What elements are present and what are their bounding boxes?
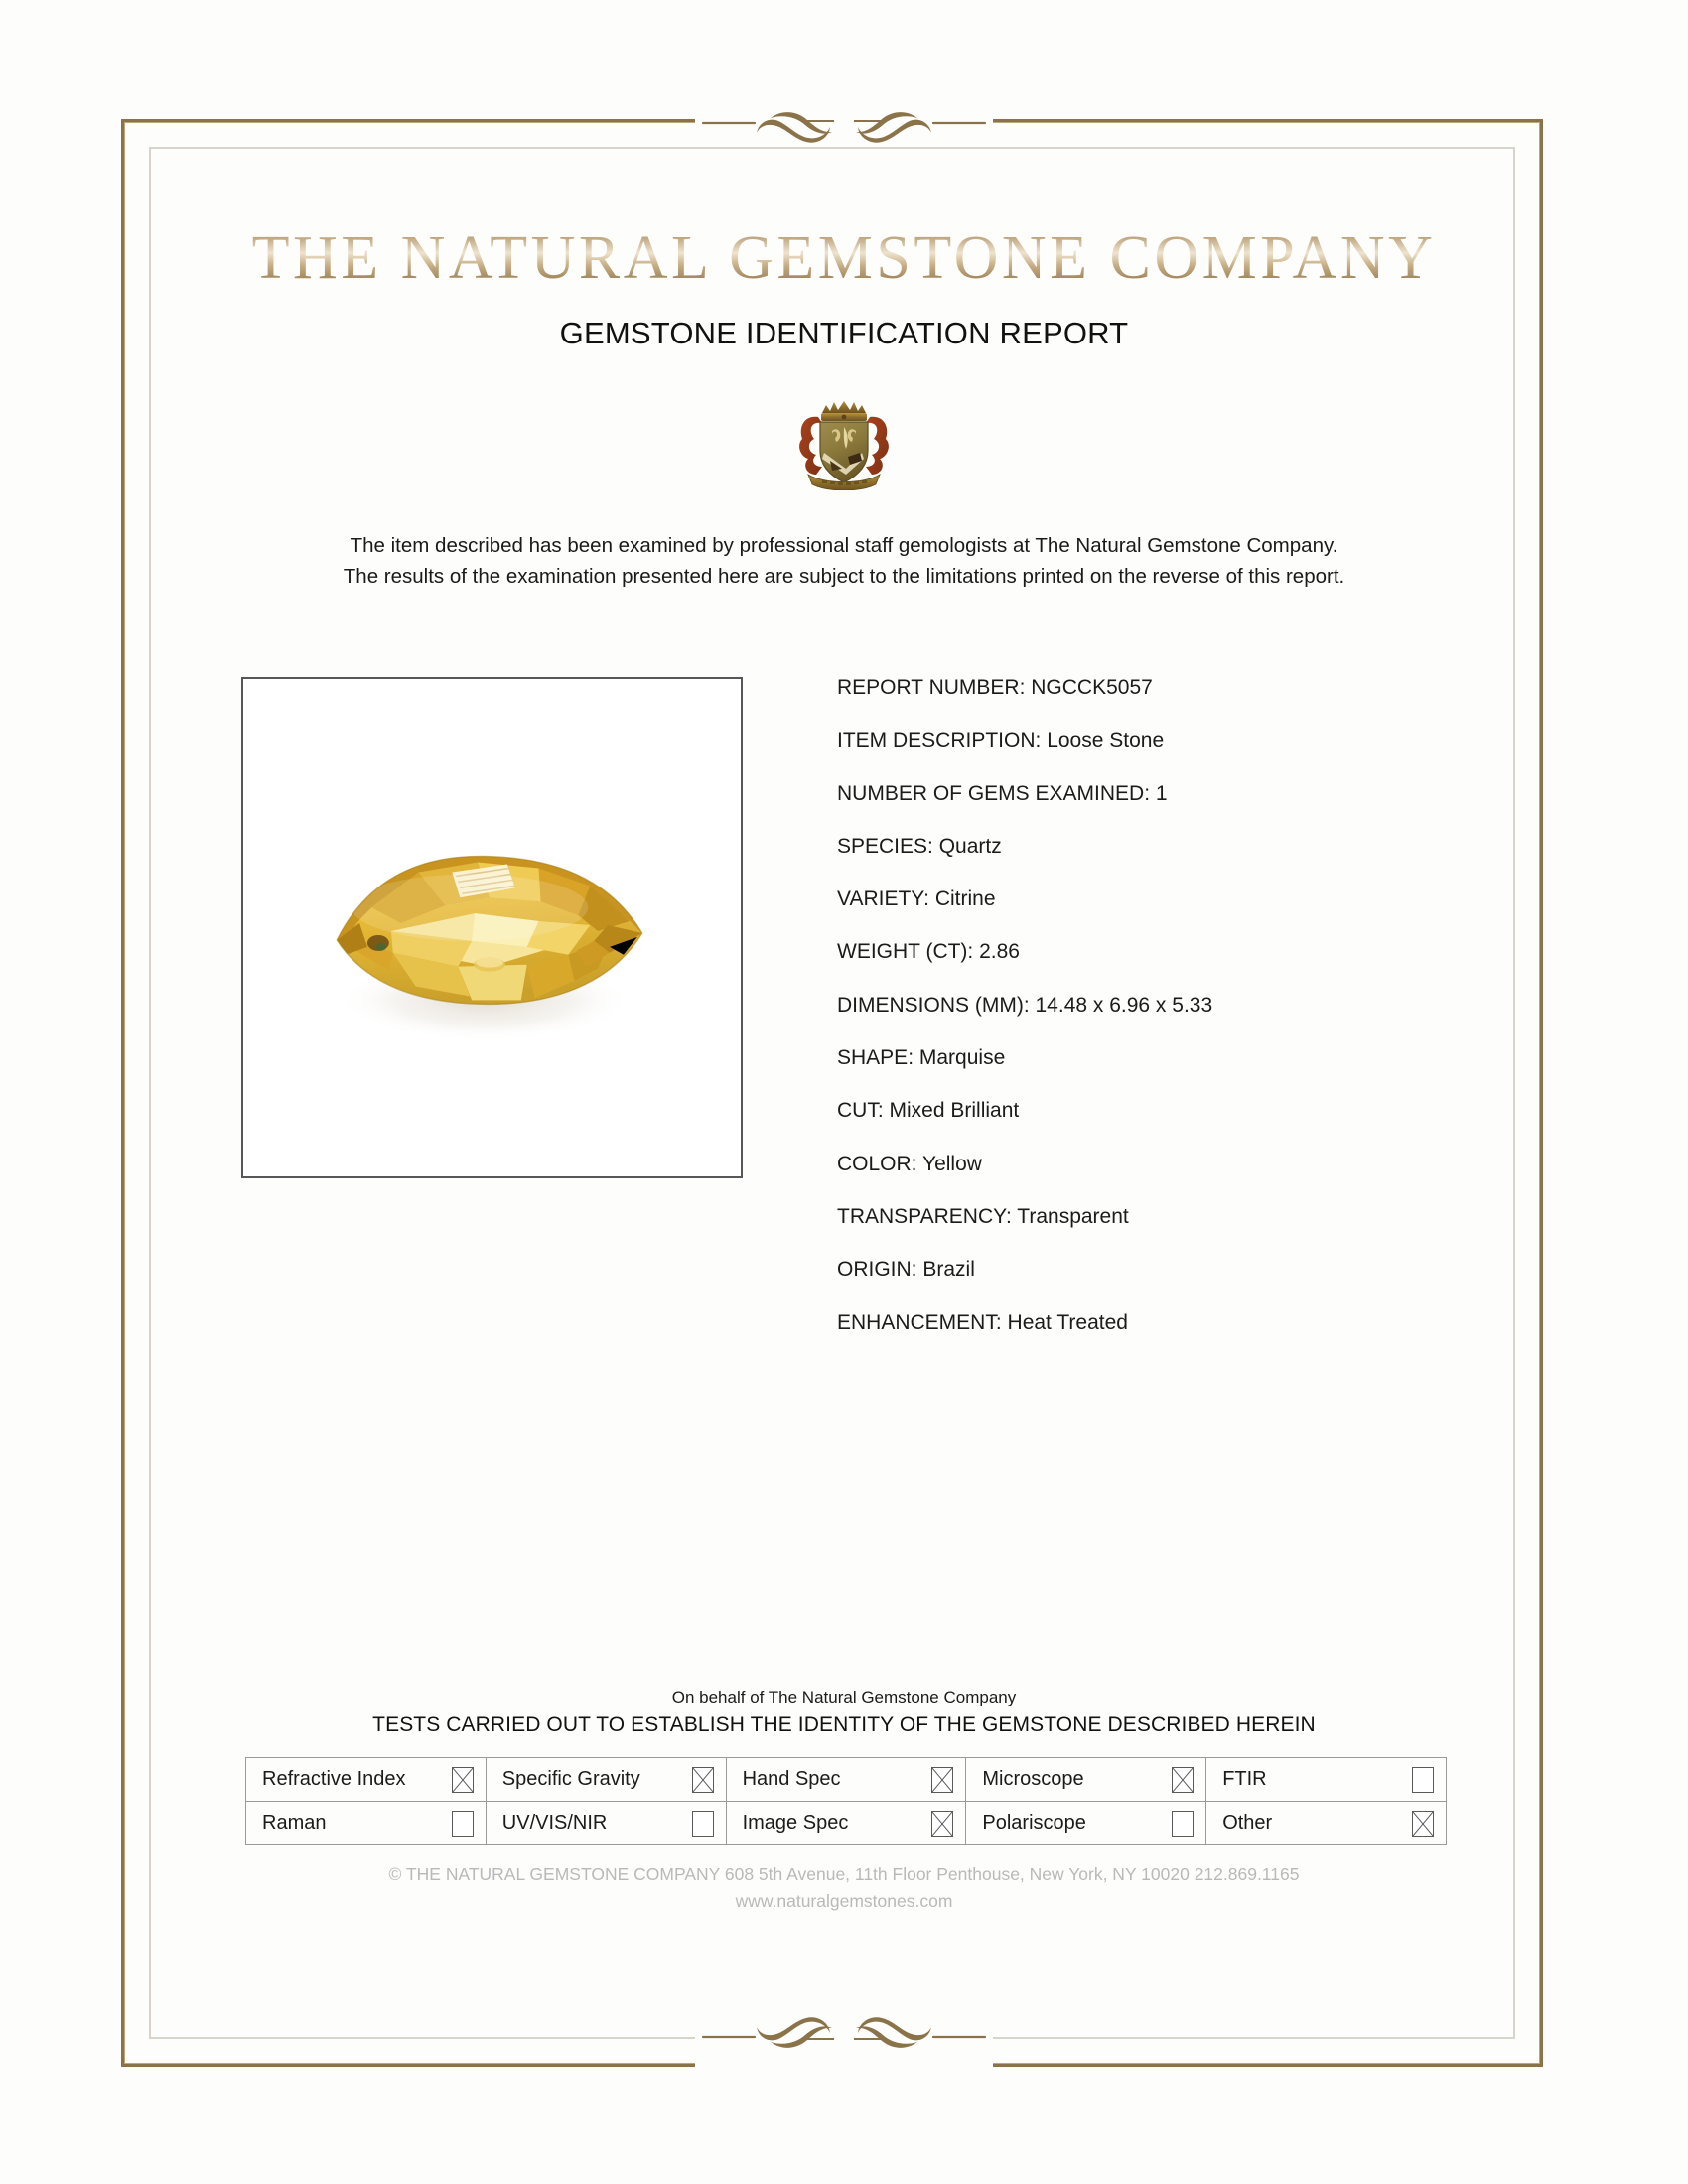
property-value: Loose Stone (1047, 729, 1165, 752)
test-cell-raman[interactable]: Raman (245, 1801, 487, 1845)
property-value: Heat Treated (1007, 1310, 1128, 1334)
property-label: TRANSPARENCY: (837, 1204, 1012, 1228)
test-label: Hand Spec (742, 1768, 841, 1790)
property-row-variety: VARIETY: Citrine (837, 887, 1453, 939)
test-checkbox-hand-spec[interactable] (931, 1766, 954, 1793)
test-cell-other[interactable]: Other (1205, 1801, 1447, 1845)
flourish-ornament-icon-top (695, 93, 993, 147)
test-label: FTIR (1222, 1768, 1267, 1790)
test-label: Specific Gravity (501, 1768, 640, 1790)
footer-address: © THE NATURAL GEMSTONE COMPANY 608 5th A… (388, 1864, 1300, 1884)
test-label: Refractive Index (262, 1768, 406, 1790)
test-checkbox-image-spec[interactable] (931, 1810, 954, 1837)
test-label: Polariscope (982, 1812, 1086, 1834)
footer-website[interactable]: www.naturalgemstones.com (735, 1891, 953, 1911)
property-label: NUMBER OF GEMS EXAMINED: (837, 781, 1151, 805)
gemstone-image-frame (241, 677, 743, 1178)
property-row-cut: CUT: Mixed Brilliant (837, 1098, 1453, 1151)
property-value: 2.86 (979, 940, 1020, 964)
test-label: UV/VIS/NIR (501, 1812, 608, 1834)
intro-line-1: The item described has been examined by … (350, 534, 1338, 557)
test-checkbox-specific-gravity[interactable] (691, 1766, 714, 1793)
test-checkbox-microscope[interactable] (1172, 1766, 1195, 1793)
property-row-shape: SHAPE: Marquise (837, 1045, 1453, 1098)
gemstone-image (243, 679, 741, 1176)
property-row-item-description: ITEM DESCRIPTION: Loose Stone (837, 728, 1453, 780)
test-checkbox-polariscope[interactable] (1172, 1810, 1195, 1837)
property-value: 14.48 x 6.96 x 5.33 (1035, 993, 1213, 1017)
test-checkbox-refractive-index[interactable] (451, 1766, 474, 1793)
property-row-transparency: TRANSPARENCY: Transparent (837, 1204, 1453, 1257)
test-cell-hand-spec[interactable]: Hand Spec (725, 1757, 967, 1802)
property-label: DIMENSIONS (MM): (837, 993, 1030, 1017)
test-cell-uv-vis-nir[interactable]: UV/VIS/NIR (485, 1801, 727, 1845)
on-behalf-text: On behalf of The Natural Gemstone Compan… (671, 1688, 1017, 1706)
property-value: Transparent (1017, 1204, 1129, 1228)
test-cell-image-spec[interactable]: Image Spec (725, 1801, 967, 1845)
property-row-dimensions: DIMENSIONS (MM): 14.48 x 6.96 x 5.33 (837, 993, 1453, 1045)
property-label: SHAPE: (837, 1046, 914, 1070)
property-value: Marquise (918, 1046, 1006, 1070)
test-label: Image Spec (742, 1812, 849, 1834)
test-cell-ftir[interactable]: FTIR (1205, 1757, 1447, 1802)
test-label: Raman (262, 1812, 327, 1834)
table-row: Raman UV/VIS/NIR Image Spec Polariscope (245, 1801, 1447, 1845)
intro-paragraph: The item described has been examined by … (0, 530, 1688, 592)
property-label: REPORT NUMBER: (837, 676, 1026, 699)
footer: © THE NATURAL GEMSTONE COMPANY 608 5th A… (0, 1861, 1688, 1915)
property-label: ENHANCEMENT: (837, 1310, 1002, 1334)
property-row-species: SPECIES: Quartz (837, 834, 1453, 887)
property-row-enhancement: ENHANCEMENT: Heat Treated (837, 1310, 1453, 1363)
test-label: Microscope (982, 1768, 1084, 1790)
property-row-report-number: REPORT NUMBER: NGCCK5057 (837, 675, 1453, 728)
property-label: COLOR: (837, 1152, 917, 1175)
property-value: Quartz (938, 834, 1002, 858)
property-value: NGCCK5057 (1031, 676, 1153, 699)
tests-heading: TESTS CARRIED OUT TO ESTABLISH THE IDENT… (372, 1713, 1316, 1736)
test-checkbox-ftir[interactable] (1412, 1766, 1434, 1793)
heraldic-crest-icon (788, 395, 900, 490)
property-row-weight: WEIGHT (CT): 2.86 (837, 939, 1453, 992)
company-name: THE NATURAL GEMSTONE COMPANY (0, 223, 1688, 294)
test-cell-polariscope[interactable]: Polariscope (965, 1801, 1207, 1845)
property-value: Citrine (934, 887, 996, 911)
property-label: VARIETY: (837, 887, 929, 911)
property-value: Yellow (921, 1152, 982, 1175)
test-checkbox-uv-vis-nir[interactable] (691, 1810, 714, 1837)
property-row-color: COLOR: Yellow (837, 1152, 1453, 1204)
property-label: WEIGHT (CT): (837, 940, 974, 964)
property-label: CUT: (837, 1099, 884, 1123)
property-row-number-of-gems: NUMBER OF GEMS EXAMINED: 1 (837, 781, 1453, 834)
gemstone-properties-list: REPORT NUMBER: NGCCK5057 ITEM DESCRIPTIO… (837, 675, 1453, 1363)
flourish-ornament-icon-bottom (695, 2013, 993, 2067)
intro-line-2: The results of the examination presented… (343, 565, 1345, 588)
test-cell-specific-gravity[interactable]: Specific Gravity (485, 1757, 727, 1802)
property-value: 1 (1155, 781, 1168, 805)
tests-table: Refractive Index Specific Gravity Hand S… (245, 1757, 1447, 1845)
test-label: Other (1222, 1812, 1273, 1834)
test-cell-microscope[interactable]: Microscope (965, 1757, 1207, 1802)
test-cell-refractive-index[interactable]: Refractive Index (245, 1757, 487, 1802)
property-value: Mixed Brilliant (889, 1099, 1020, 1123)
table-row: Refractive Index Specific Gravity Hand S… (245, 1757, 1447, 1802)
property-label: SPECIES: (837, 834, 933, 858)
property-value: Brazil (922, 1258, 975, 1282)
property-label: ORIGIN: (837, 1258, 917, 1282)
property-label: ITEM DESCRIPTION: (837, 729, 1042, 752)
property-row-origin: ORIGIN: Brazil (837, 1257, 1453, 1309)
test-checkbox-raman[interactable] (451, 1810, 474, 1837)
report-subtitle: GEMSTONE IDENTIFICATION REPORT (559, 316, 1129, 350)
test-checkbox-other[interactable] (1412, 1810, 1434, 1837)
